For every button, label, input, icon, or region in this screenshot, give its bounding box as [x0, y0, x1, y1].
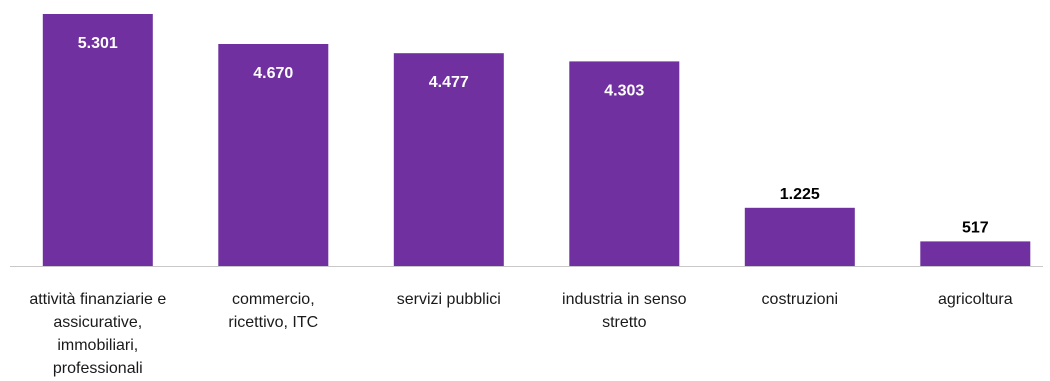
- category-label-line: ricettivo, ITC: [228, 314, 319, 331]
- value-label-4: 1.225: [780, 186, 820, 203]
- bar-4: [744, 207, 855, 266]
- bar-3: [569, 61, 680, 267]
- category-label-2: servizi pubblici: [369, 288, 529, 311]
- category-label-line: costruzioni: [761, 291, 839, 308]
- category-label-0: attività finanziarie e assicurative, immob…: [18, 288, 178, 380]
- value-label-1: 4.670: [253, 65, 293, 82]
- category-label-line: agricoltura: [937, 291, 1013, 308]
- value-label-3: 4.303: [604, 82, 644, 99]
- category-label-line: servizi pubblici: [396, 291, 501, 308]
- category-label-4: costruzioni: [720, 288, 880, 311]
- bar-0: [42, 14, 153, 266]
- bar-2: [393, 53, 504, 267]
- value-label-5: 517: [962, 219, 989, 236]
- category-label-5: agricoltura: [895, 288, 1050, 311]
- category-label-line: assicurative,: [53, 314, 143, 331]
- bars-group: [42, 14, 1031, 267]
- category-label-line: industria in senso: [562, 291, 687, 308]
- category-label-3: industria in senso stretto: [544, 288, 704, 334]
- category-label-line: professionali: [52, 360, 143, 377]
- category-label-line: commercio,: [231, 291, 315, 308]
- bar-5: [920, 241, 1031, 266]
- category-label-line: attività finanziarie e: [29, 291, 167, 308]
- category-label-1: commercio, ricettivo, ITC: [193, 288, 353, 334]
- value-label-2: 4.477: [429, 74, 469, 91]
- category-label-line: stretto: [602, 314, 647, 331]
- category-label-line: immobiliari,: [57, 337, 139, 354]
- value-labels-group: 5.301 4.670 4.477 4.303 1.225 517: [78, 35, 989, 236]
- value-label-0: 5.301: [78, 35, 118, 52]
- bar-1: [218, 44, 329, 266]
